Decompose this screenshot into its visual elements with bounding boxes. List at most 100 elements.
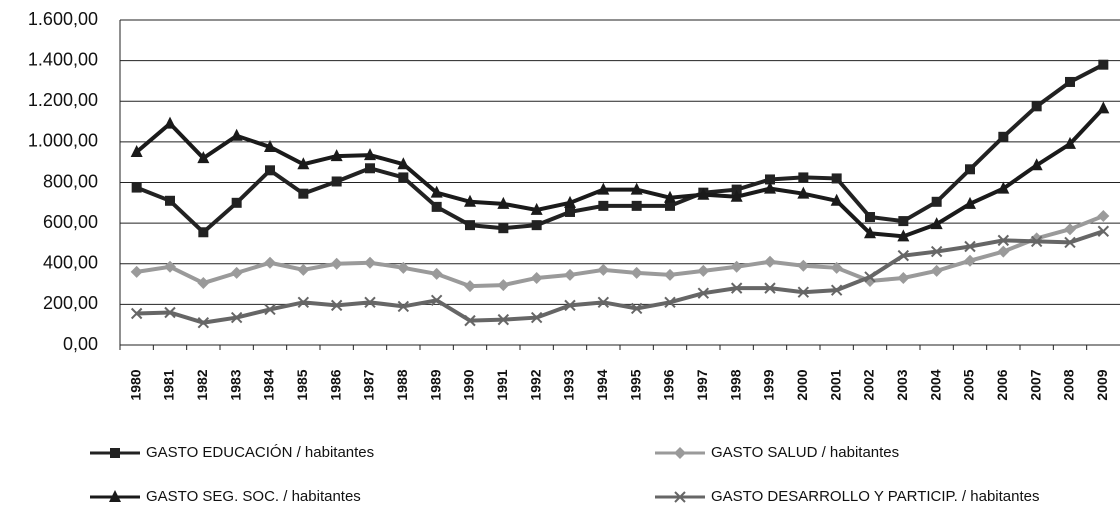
x-tick-label: 2003 bbox=[894, 369, 910, 400]
point bbox=[464, 280, 476, 293]
point bbox=[264, 303, 276, 316]
x-tick-label: 1987 bbox=[361, 369, 377, 400]
point bbox=[330, 257, 343, 270]
point bbox=[630, 302, 643, 315]
point bbox=[364, 148, 376, 161]
y-tick-label: 400,00 bbox=[43, 253, 98, 273]
point bbox=[297, 263, 310, 276]
y-tick-label: 200,00 bbox=[43, 293, 98, 313]
x-tick-label: 1990 bbox=[461, 369, 477, 400]
x-tick-label: 1998 bbox=[727, 369, 743, 400]
point bbox=[630, 266, 643, 279]
x-tick-label: 1984 bbox=[261, 369, 277, 400]
y-tick-label: 0,00 bbox=[63, 334, 98, 354]
point bbox=[631, 200, 642, 211]
point bbox=[331, 176, 342, 187]
point bbox=[964, 196, 976, 209]
point bbox=[497, 196, 510, 209]
point bbox=[997, 181, 1010, 194]
x-tick-label: 1992 bbox=[527, 369, 543, 400]
x-tick-label: 1981 bbox=[161, 369, 177, 400]
point bbox=[730, 260, 743, 273]
point bbox=[1064, 136, 1076, 149]
point bbox=[364, 256, 376, 269]
y-tick-label: 800,00 bbox=[43, 171, 98, 191]
point bbox=[264, 139, 276, 152]
point bbox=[830, 284, 843, 296]
point bbox=[430, 267, 443, 280]
point bbox=[264, 256, 276, 269]
x-tick-label: 1989 bbox=[427, 369, 443, 400]
series-line bbox=[136, 214, 1105, 289]
point bbox=[731, 184, 742, 195]
point bbox=[865, 212, 875, 223]
legend-marker bbox=[109, 490, 121, 502]
point bbox=[498, 223, 509, 234]
x-tick-label: 1986 bbox=[327, 369, 343, 400]
point bbox=[497, 279, 510, 292]
point bbox=[664, 190, 676, 203]
point bbox=[831, 173, 842, 184]
point bbox=[897, 271, 910, 284]
point bbox=[864, 226, 876, 239]
point bbox=[1065, 76, 1075, 87]
series-line bbox=[136, 229, 1104, 325]
series-line bbox=[135, 106, 1105, 239]
point bbox=[130, 265, 143, 278]
point bbox=[664, 296, 676, 309]
point bbox=[1097, 101, 1110, 114]
point bbox=[830, 193, 843, 206]
x-tick-label: 1991 bbox=[494, 369, 510, 400]
point bbox=[1030, 235, 1043, 248]
point bbox=[597, 263, 610, 276]
point bbox=[1064, 236, 1076, 249]
point bbox=[997, 245, 1010, 258]
legend-label: GASTO SALUD / habitantes bbox=[711, 444, 899, 461]
x-tick-label: 2002 bbox=[861, 369, 877, 400]
point bbox=[930, 245, 943, 258]
point bbox=[197, 151, 210, 164]
point bbox=[997, 234, 1010, 247]
point bbox=[165, 195, 175, 206]
x-tick-label: 1988 bbox=[394, 369, 410, 400]
x-tick-label: 2008 bbox=[1061, 369, 1077, 400]
x-tick-label: 2004 bbox=[927, 369, 943, 400]
point bbox=[131, 182, 142, 193]
point bbox=[231, 197, 242, 208]
y-tick-label: 1.000,00 bbox=[28, 131, 98, 151]
point bbox=[365, 163, 375, 174]
point bbox=[397, 300, 410, 313]
point bbox=[530, 271, 543, 284]
point bbox=[565, 206, 575, 217]
point bbox=[964, 240, 976, 253]
point bbox=[164, 260, 176, 273]
legend-marker bbox=[110, 448, 120, 458]
x-tick-label: 1999 bbox=[761, 369, 777, 400]
point bbox=[465, 220, 475, 231]
point bbox=[430, 185, 443, 198]
point bbox=[897, 249, 910, 262]
point bbox=[930, 217, 943, 230]
point bbox=[931, 196, 942, 207]
x-tick-label: 1982 bbox=[194, 369, 210, 400]
point bbox=[697, 187, 710, 200]
point bbox=[197, 277, 210, 290]
point bbox=[797, 186, 810, 199]
point bbox=[464, 194, 476, 207]
point bbox=[830, 261, 843, 274]
point bbox=[697, 287, 710, 299]
point bbox=[564, 299, 576, 312]
point bbox=[330, 149, 343, 162]
y-tick-label: 1.200,00 bbox=[28, 90, 98, 110]
point bbox=[930, 264, 943, 277]
point bbox=[497, 313, 510, 326]
x-tick-label: 2005 bbox=[961, 369, 977, 400]
point bbox=[765, 174, 775, 185]
x-tick-label: 1995 bbox=[627, 369, 643, 400]
point bbox=[530, 311, 543, 324]
point bbox=[1097, 210, 1110, 223]
point bbox=[964, 254, 976, 267]
point bbox=[198, 227, 209, 238]
point bbox=[530, 202, 543, 215]
